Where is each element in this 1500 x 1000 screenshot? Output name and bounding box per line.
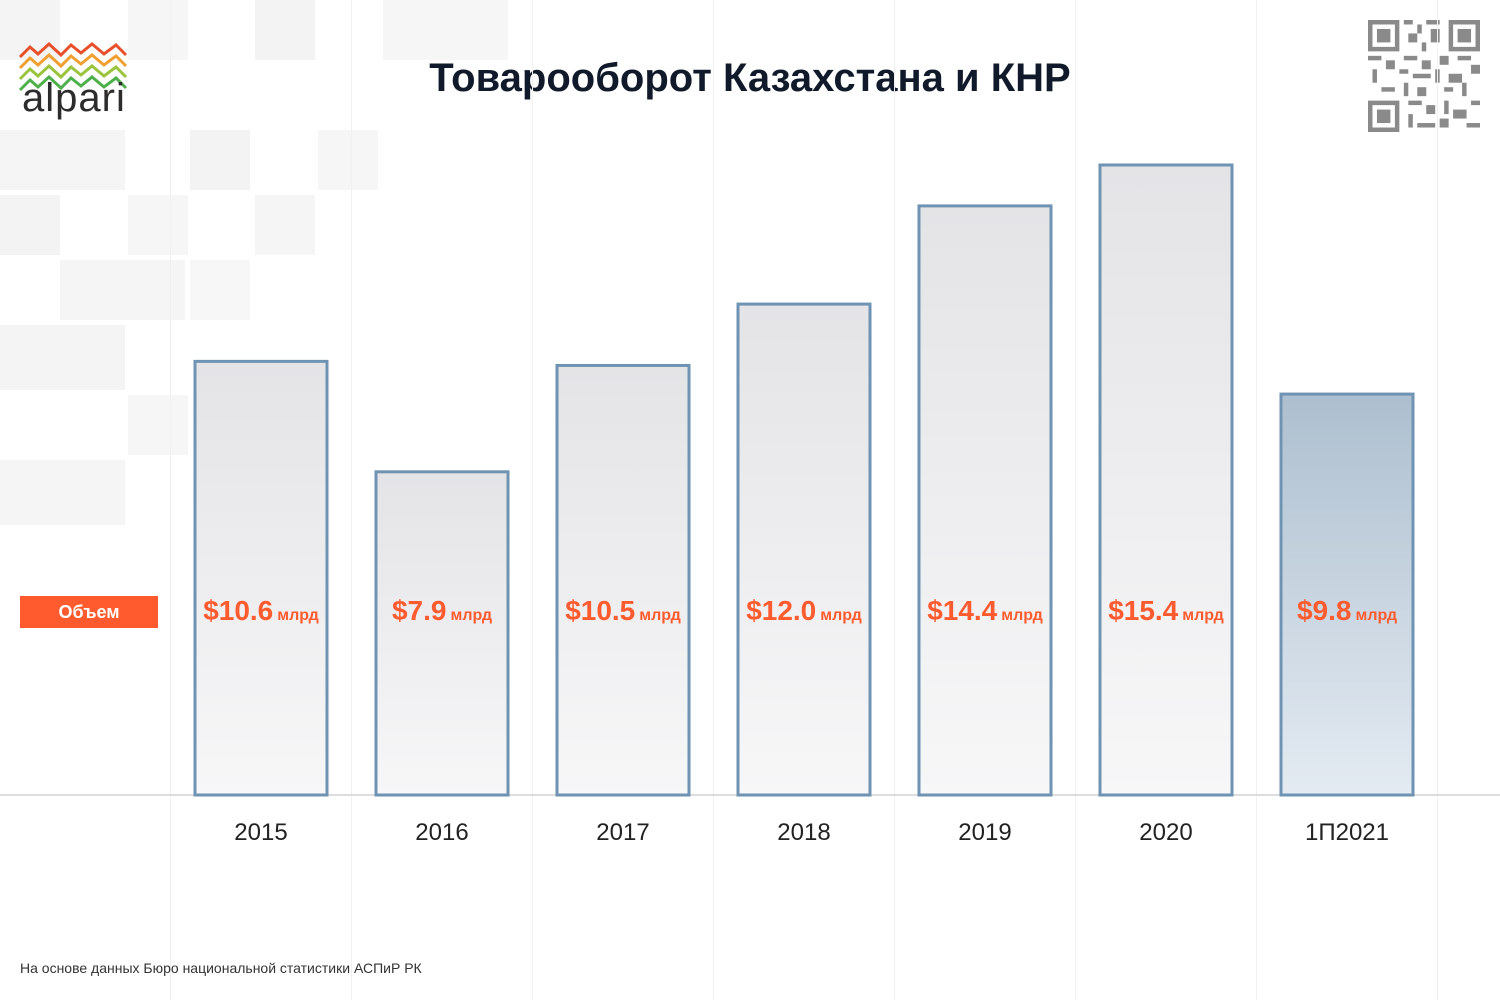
source-footnote: На основе данных Бюро национальной стати… <box>20 960 422 976</box>
tick-label-2019: 2019 <box>958 819 1011 846</box>
value-label-2016: $7.9 млрд <box>392 595 492 626</box>
alpari-logo-icon <box>18 41 128 92</box>
bar-2017 <box>555 363 691 797</box>
tick-label-2016: 2016 <box>415 819 468 846</box>
value-label-2017: $10.5 млрд <box>565 595 681 626</box>
bar-2020 <box>1098 163 1234 797</box>
value-label-2015: $10.6 млрд <box>203 595 319 626</box>
value-label-1П2021: $9.8 млрд <box>1297 595 1397 626</box>
tick-label-2018: 2018 <box>777 819 830 846</box>
value-label-2019: $14.4 млрд <box>927 595 1043 626</box>
value-label-2018: $12.0 млрд <box>746 595 862 626</box>
background-tiles <box>0 0 508 525</box>
bar-1П2021 <box>1279 392 1415 797</box>
tick-label-2017: 2017 <box>596 819 649 846</box>
page-title: Товарооборот Казахстана и КНР <box>429 56 1071 100</box>
bar-2015 <box>193 359 329 797</box>
volume-badge: Объем <box>20 596 158 628</box>
value-label-2020: $15.4 млрд <box>1108 595 1224 626</box>
logo-text: alpari <box>22 76 126 120</box>
bar-2016 <box>374 470 510 797</box>
bar-2019 <box>917 204 1053 797</box>
tick-label-2015: 2015 <box>234 819 287 846</box>
tick-label-2020: 2020 <box>1139 819 1192 846</box>
tick-label-1П2021: 1П2021 <box>1305 819 1389 846</box>
bar-2018 <box>736 302 872 797</box>
qr-code-icon <box>1368 20 1480 132</box>
